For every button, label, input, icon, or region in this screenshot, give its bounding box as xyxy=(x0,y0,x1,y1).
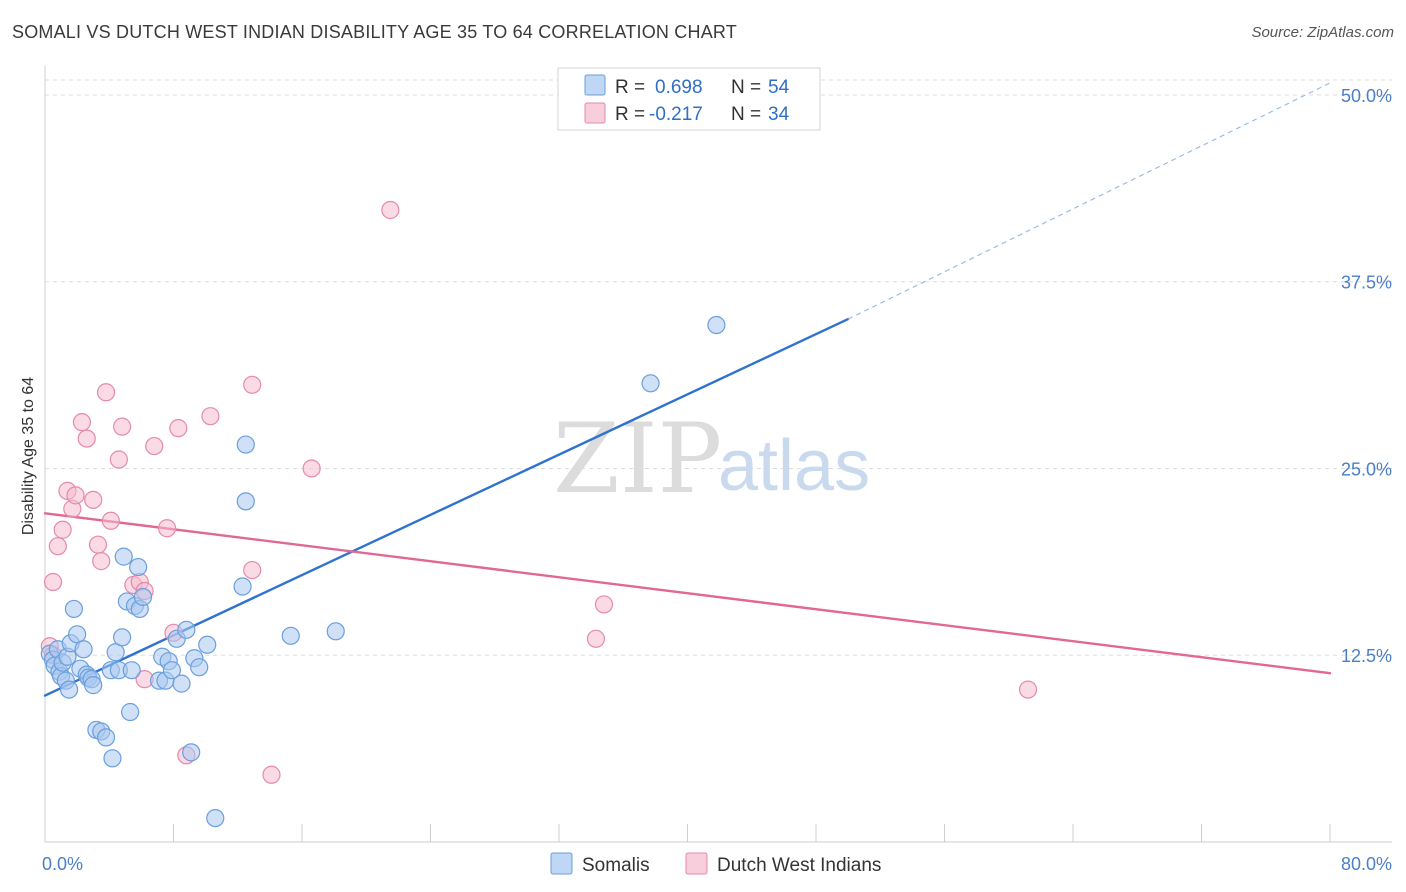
trend-line-extension-somali xyxy=(847,82,1331,320)
bottom-legend: Somalis Dutch West Indians xyxy=(550,852,881,876)
point-somali-48 xyxy=(233,577,252,596)
trend-lines xyxy=(43,82,1332,697)
point-somali-21 xyxy=(96,728,116,747)
point-dutch-2 xyxy=(43,572,63,592)
legend-n-label-dutch: N = xyxy=(731,104,761,125)
point-somali-47 xyxy=(206,808,225,828)
y-tick-label-1: 25.0% xyxy=(1341,459,1392,479)
point-dutch-22 xyxy=(157,519,177,538)
legend-r-value-dutch: -0.217 xyxy=(649,104,703,125)
x-tick-label-0: 0.0% xyxy=(42,854,83,874)
point-somali-11 xyxy=(64,599,84,619)
point-dutch-30 xyxy=(302,459,321,478)
y-tick-label-3: 50.0% xyxy=(1341,86,1392,106)
x-tick-label-1: 80.0% xyxy=(1341,854,1392,874)
point-somali-49 xyxy=(236,492,255,511)
point-dutch-10 xyxy=(84,490,103,509)
legend-n-label-somalis: N = xyxy=(731,77,761,98)
bottom-legend-label-somalis: Somalis xyxy=(582,855,650,876)
point-somali-54 xyxy=(707,315,726,335)
point-somali-39 xyxy=(162,661,181,680)
point-dutch-16 xyxy=(112,417,132,436)
trend-line-dutch xyxy=(43,512,1332,675)
point-somali-46 xyxy=(198,635,217,654)
point-dutch-32 xyxy=(594,595,614,614)
point-dutch-7 xyxy=(66,486,85,505)
tick-labels: 12.5% 25.0% 37.5% 50.0% 0.0% 80.0% xyxy=(42,86,1392,874)
point-somali-18 xyxy=(84,676,103,695)
point-dutch-34 xyxy=(1018,680,1038,699)
trend-line-somali xyxy=(43,317,850,697)
point-dutch-12 xyxy=(92,552,111,571)
legend-swatch-somalis xyxy=(584,74,606,96)
legend-n-value-somalis: 54 xyxy=(768,77,790,98)
watermark-atlas: atlas xyxy=(718,426,870,506)
watermark-zip: ZIP xyxy=(553,403,722,515)
bottom-legend-label-dutch: Dutch West Indians xyxy=(717,855,881,876)
point-somali-30 xyxy=(122,661,141,680)
point-dutch-33 xyxy=(586,629,606,648)
point-somali-53 xyxy=(641,374,660,393)
point-somali-23 xyxy=(103,749,122,768)
point-somali-43 xyxy=(182,743,201,762)
point-somali-26 xyxy=(112,628,132,647)
point-somali-14 xyxy=(74,640,93,659)
legend-r-label-somalis: R = xyxy=(615,77,645,98)
point-dutch-3 xyxy=(48,537,67,556)
point-somali-41 xyxy=(172,674,191,693)
point-dutch-27 xyxy=(243,375,262,394)
point-somali-51 xyxy=(281,626,300,645)
point-somali-52 xyxy=(326,622,345,641)
y-tick-label-2: 37.5% xyxy=(1341,273,1392,293)
point-somali-32 xyxy=(129,557,148,577)
legend: R = 0.698 N = 54 R = -0.217 N = 34 xyxy=(557,67,821,131)
point-somali-27 xyxy=(114,547,133,566)
point-dutch-29 xyxy=(262,765,281,784)
legend-swatch-dutch xyxy=(584,102,606,124)
chart-title: SOMALI VS DUTCH WEST INDIAN DISABILITY A… xyxy=(12,22,737,42)
point-dutch-13 xyxy=(96,383,116,402)
legend-n-value-dutch: 34 xyxy=(768,104,790,125)
bottom-legend-swatch-somalis xyxy=(550,852,573,875)
point-somali-34 xyxy=(133,587,153,607)
point-dutch-8 xyxy=(72,413,92,432)
point-somali-29 xyxy=(121,702,140,722)
source-credit: Source: ZipAtlas.com xyxy=(1251,24,1394,41)
point-dutch-11 xyxy=(88,535,108,554)
point-dutch-28 xyxy=(243,560,262,580)
point-dutch-31 xyxy=(381,200,400,220)
point-dutch-24 xyxy=(169,419,188,438)
watermark: ZIP atlas xyxy=(553,403,870,515)
point-somali-45 xyxy=(190,658,209,677)
point-dutch-21 xyxy=(145,436,164,456)
y-axis-label: Disability Age 35 to 64 xyxy=(20,377,37,535)
legend-r-value-somalis: 0.698 xyxy=(655,77,703,98)
point-somali-9 xyxy=(59,680,79,699)
data-points xyxy=(40,200,1038,828)
bottom-legend-swatch-dutch xyxy=(685,852,708,875)
point-somali-50 xyxy=(236,435,255,454)
point-somali-42 xyxy=(177,620,196,639)
point-dutch-9 xyxy=(77,429,96,448)
legend-r-label-dutch: R = xyxy=(615,104,645,125)
axes xyxy=(44,66,1392,843)
point-dutch-4 xyxy=(53,520,72,539)
point-dutch-14 xyxy=(101,511,120,530)
y-tick-label-0: 12.5% xyxy=(1341,646,1392,666)
point-dutch-15 xyxy=(109,450,128,469)
point-dutch-26 xyxy=(201,407,220,426)
